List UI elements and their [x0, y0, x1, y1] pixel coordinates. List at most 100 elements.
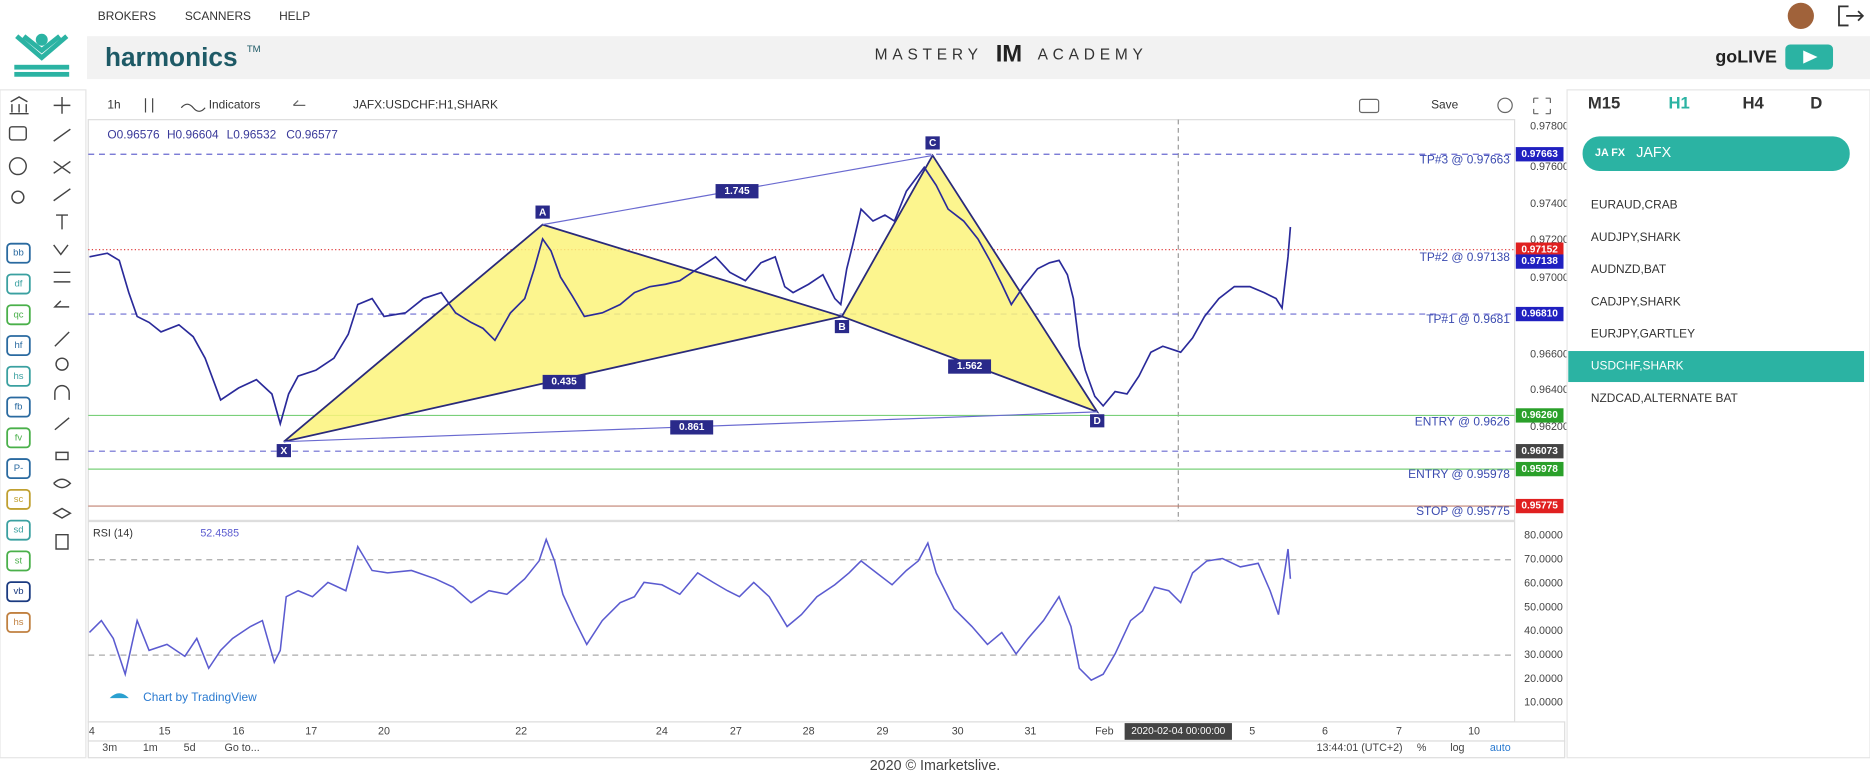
price-tag	[1515, 254, 1564, 269]
timeframe[interactable]: H1	[1669, 94, 1690, 113]
pattern-point: X	[280, 446, 287, 457]
symbol: JAFX:USDCHF:H1,SHARK	[353, 98, 498, 112]
scale-button[interactable]: auto	[1490, 742, 1511, 754]
level-label: ENTRY @ 0.9626	[1415, 415, 1510, 429]
symbol[interactable]: USDCHF,SHARK	[1591, 359, 1684, 373]
indicators[interactable]: Indicators	[209, 98, 261, 112]
broker-pill[interactable]	[1582, 136, 1850, 171]
nav-item[interactable]: BROKERS	[98, 9, 156, 23]
chart-toolbar	[87, 91, 1566, 120]
scanner-badge[interactable]	[6, 365, 31, 387]
scanner-badge[interactable]	[6, 550, 31, 572]
scale-button[interactable]: log	[1450, 742, 1464, 754]
scanner-label: P-	[14, 463, 24, 474]
scanner-badge[interactable]	[6, 427, 31, 449]
scanner-badge[interactable]	[6, 612, 31, 633]
play-icon	[1803, 50, 1818, 64]
time-axis-labels: 4 15 16 17 20 22 24 27 28 29 30 31 Feb 2020-02-04 00:…	[89, 723, 1480, 740]
level-label: TP#3 @ 0.97663	[1420, 152, 1511, 166]
undo[interactable]	[292, 100, 306, 106]
price-tag	[1515, 306, 1564, 322]
symbol[interactable]: CADJPY,SHARK	[1591, 294, 1681, 308]
time-tick-label: 10	[1468, 725, 1480, 737]
interval[interactable]: 1h	[107, 98, 120, 112]
time-tick-label: 17	[305, 725, 317, 737]
range-button[interactable]: 5d	[184, 742, 196, 754]
range-button[interactable]: Go to...	[225, 742, 260, 754]
scanner-badge[interactable]	[6, 581, 31, 603]
scanner-badge[interactable]	[6, 519, 31, 541]
nav-item[interactable]: HELP	[279, 9, 310, 23]
fullscreen[interactable]	[1533, 97, 1551, 115]
time-tick-label: Feb	[1095, 725, 1114, 737]
pattern-point: D	[1094, 416, 1101, 427]
range-button[interactable]: 1m	[143, 742, 158, 754]
rsi-tick-label: 40.0000	[1524, 625, 1563, 637]
academy: MASTERY	[875, 46, 983, 63]
settings[interactable]	[1497, 97, 1513, 114]
scanner-label: sc	[14, 494, 24, 505]
broker-name: JAFX	[1636, 145, 1671, 161]
scanner-label: df	[15, 279, 23, 290]
broker-badge: JA FX	[1595, 147, 1626, 159]
timeframe[interactable]: H4	[1742, 94, 1764, 113]
time-tick-label: 31	[1024, 725, 1036, 737]
logo	[14, 33, 70, 77]
credit[interactable]: Chart by TradingView	[143, 690, 257, 704]
rsi-tick-label: 50.0000	[1524, 601, 1563, 613]
price-tick-label: 0.96200	[1530, 421, 1569, 433]
time-tick-label: 4	[89, 725, 95, 737]
scanner-badge[interactable]	[6, 273, 31, 295]
scanner-badge[interactable]	[6, 242, 31, 264]
scanner-label: vb	[13, 586, 23, 597]
scanner-badge[interactable]	[6, 488, 31, 510]
symbol[interactable]: AUDJPY,SHARK	[1591, 230, 1681, 244]
avatar[interactable]	[1787, 2, 1814, 30]
symbol[interactable]: AUDNZD,BAT	[1591, 262, 1666, 276]
range-button[interactable]: 3m	[102, 742, 117, 754]
scale-button[interactable]: %	[1417, 742, 1427, 754]
golive[interactable]: goLIVE	[1715, 46, 1777, 66]
timeframe[interactable]: M15	[1588, 94, 1620, 113]
pattern-ratio: 0.435	[551, 377, 577, 388]
scanner-badge[interactable]	[6, 396, 31, 418]
time-tick-label: 28	[803, 725, 815, 737]
nav-item[interactable]: SCANNERS	[185, 9, 251, 23]
time-tick-label: 22	[515, 725, 527, 737]
clock: 13:44:01 (UTC+2)	[1317, 742, 1403, 754]
time-tick-label: 16	[233, 725, 245, 737]
price-tag	[1515, 408, 1564, 423]
timeframe[interactable]: D	[1810, 94, 1822, 113]
pattern-ratio: 0.861	[679, 422, 705, 433]
rsi-title: RSI (14)	[93, 527, 133, 539]
save[interactable]: Save	[1431, 98, 1459, 112]
rsi-tick-label: 30.0000	[1524, 649, 1563, 661]
crosshair-time-box	[1124, 723, 1232, 740]
symbol[interactable]: EURAUD,CRAB	[1591, 198, 1678, 212]
rsi-pane	[87, 520, 1516, 723]
level-label: ENTRY @ 0.95978	[1408, 467, 1510, 481]
indicator-icon	[180, 103, 206, 112]
pattern-point: A	[539, 207, 547, 218]
scanner-badge[interactable]	[6, 458, 31, 480]
scanner-label: qc	[13, 309, 23, 320]
level-label: STOP @ 0.95775	[1416, 504, 1510, 518]
symbol[interactable]: NZDCAD,ALTERNATE BAT	[1591, 391, 1738, 405]
price-tag	[1515, 461, 1564, 477]
rsi-value: 52.4585	[200, 527, 239, 539]
pattern-ratio: 1.745	[724, 186, 750, 197]
brand-mark: TM	[247, 44, 261, 55]
price-tag-label: 0.96073	[1521, 446, 1558, 457]
ohlc: L0.96532	[227, 127, 277, 141]
brand: harmonics	[105, 42, 238, 72]
scanner-badge[interactable]	[6, 304, 31, 326]
camera[interactable]	[1358, 98, 1380, 114]
candle-icon[interactable]	[144, 98, 154, 113]
scanner-badge[interactable]	[6, 335, 31, 356]
logout-icon[interactable]	[1838, 5, 1865, 27]
time-tick-label: 7	[1396, 725, 1402, 737]
price-tag-label: 0.97138	[1521, 256, 1558, 267]
price-tag	[1515, 498, 1564, 514]
symbol[interactable]: EURJPY,GARTLEY	[1591, 326, 1695, 340]
scanner-label: fb	[15, 402, 23, 413]
